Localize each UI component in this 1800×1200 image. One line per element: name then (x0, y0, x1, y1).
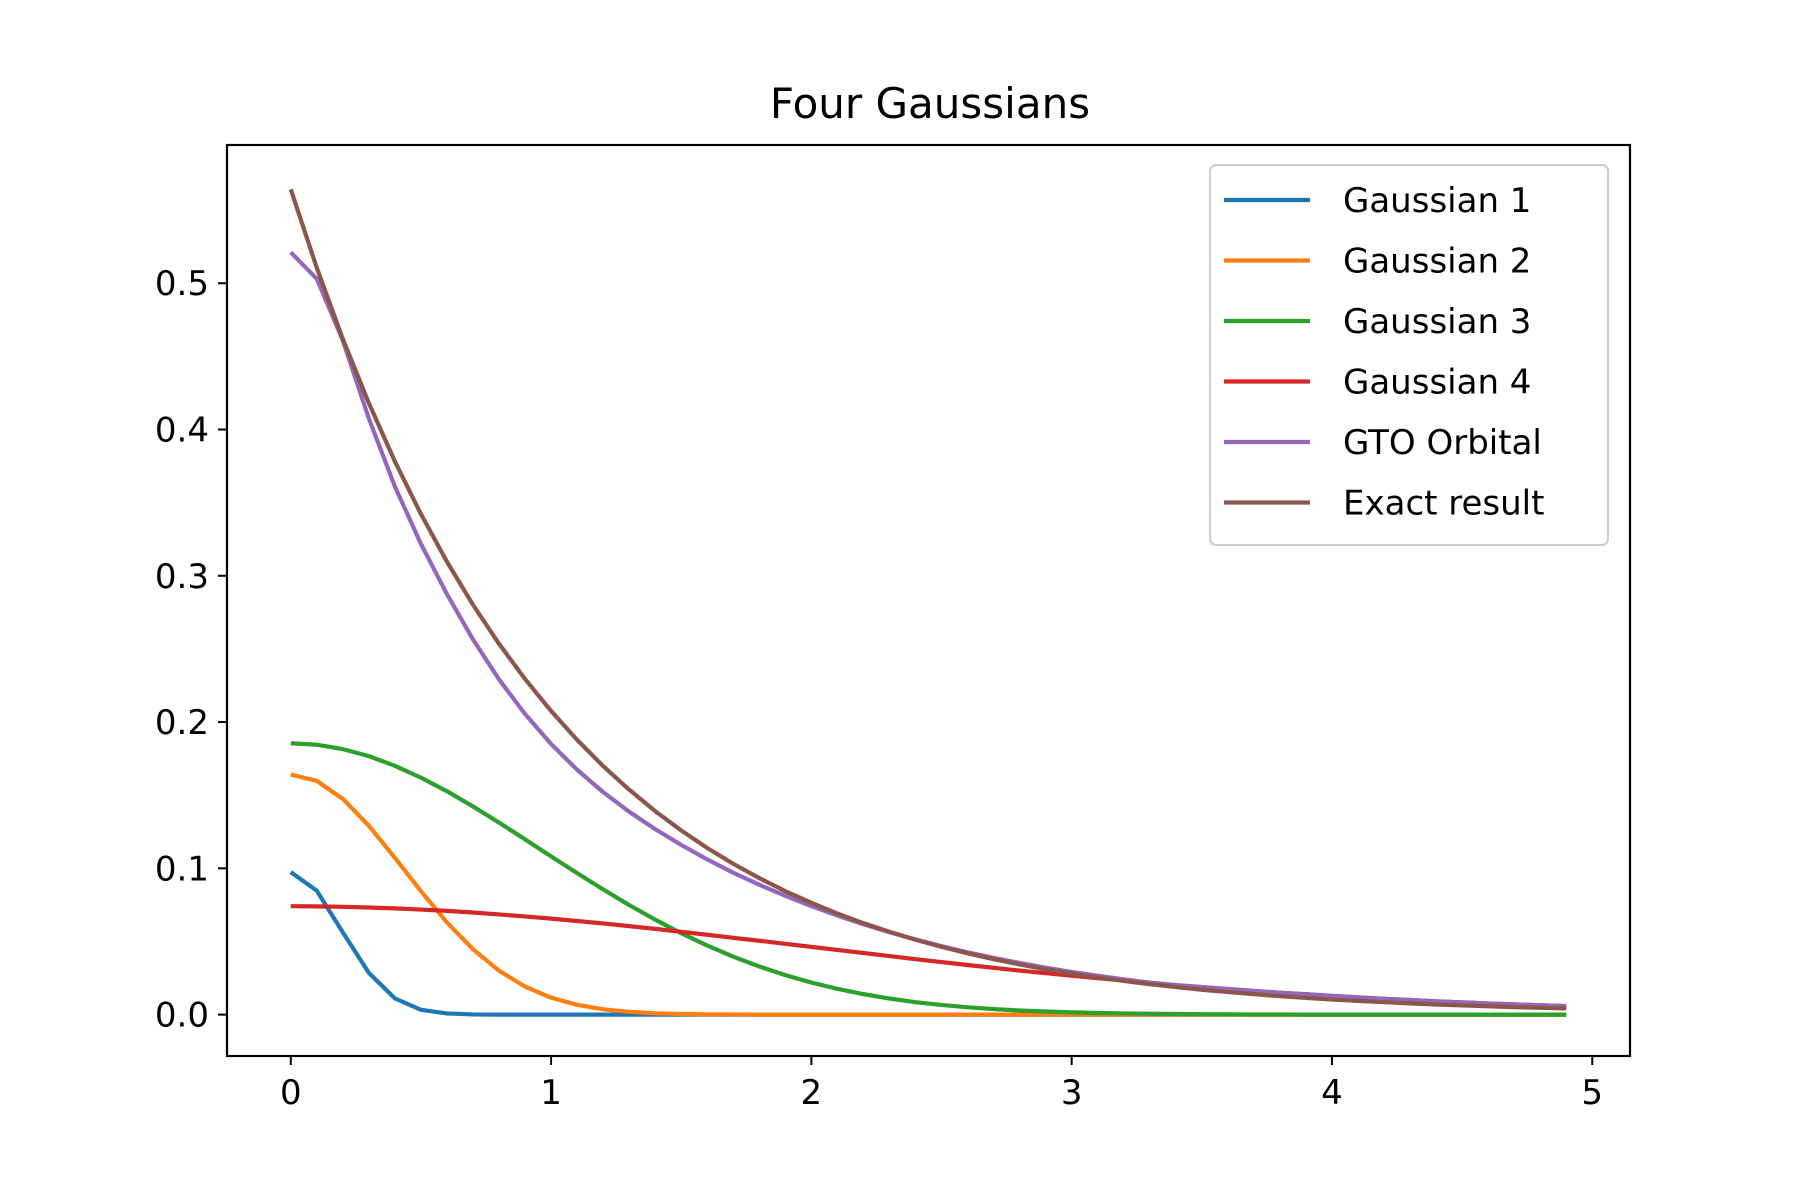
x-tick-label: 1 (540, 1073, 562, 1113)
y-tick-label: 0.5 (155, 264, 209, 304)
plot-area-frame (225, 143, 1632, 1058)
y-tick-label: 0.0 (155, 996, 209, 1036)
series-line-6 (288, 188, 1567, 1011)
x-tick-label: 0 (280, 1073, 302, 1113)
legend-label-2: Gaussian 2 (1343, 242, 1531, 282)
legend-label-3: Gaussian 3 (1343, 302, 1531, 342)
legend-label-6: Exact result (1343, 484, 1544, 524)
x-tick-label: 5 (1581, 1073, 1603, 1113)
y-tick-label: 0.4 (155, 411, 209, 451)
x-tick-label: 4 (1321, 1073, 1343, 1113)
y-tick-label: 0.2 (155, 703, 209, 743)
y-tick-label: 0.3 (155, 557, 209, 597)
legend: Gaussian 1 Gaussian 2 Gaussian 3 Gaussian 4… (1209, 164, 1609, 546)
series-line-3 (290, 741, 1567, 1017)
x-tick-label: 2 (801, 1073, 823, 1113)
x-tick-label: 3 (1061, 1073, 1083, 1113)
legend-label-4: Gaussian 4 (1343, 363, 1531, 403)
chart-title: Four Gaussians (770, 79, 1090, 128)
axis-ticks: 0 1 2 3 4 5 0.0 0.1 0.2 0.3 0.4 0.5 (155, 264, 1603, 1113)
series-layer (288, 188, 1567, 1017)
legend-label-5: GTO Orbital (1343, 423, 1542, 463)
y-tick-label: 0.1 (155, 849, 209, 889)
legend-label-1: Gaussian 1 (1343, 181, 1531, 221)
